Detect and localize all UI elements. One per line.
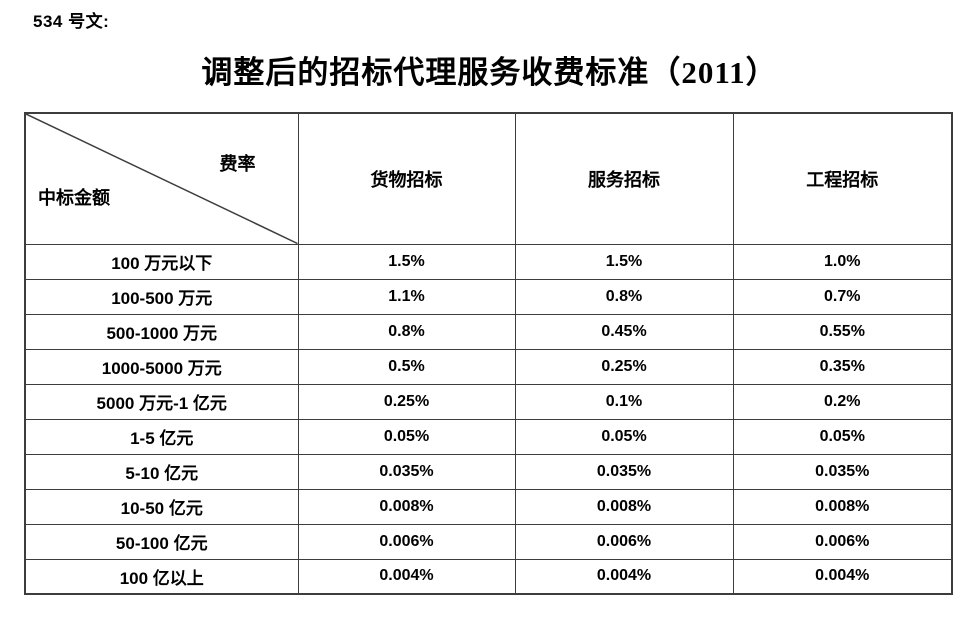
rate-value: 0.004% <box>732 558 953 595</box>
row-label: 1-5 亿元 <box>24 418 299 455</box>
table-row: 500-1000 万元 0.8% 0.45% 0.55% <box>24 313 953 350</box>
row-label: 500-1000 万元 <box>24 313 299 350</box>
corner-amount-label: 中标金额 <box>38 187 110 208</box>
rate-value: 0.35% <box>732 348 953 385</box>
rate-value: 0.45% <box>514 313 734 350</box>
rate-value: 0.004% <box>514 558 734 595</box>
table-row: 100 亿以上 0.004% 0.004% 0.004% <box>24 558 953 595</box>
fee-table-header: 费率 中标金额 货物招标 服务招标 工程招标 <box>24 112 953 245</box>
row-label: 100 亿以上 <box>24 558 299 595</box>
rate-value: 1.1% <box>297 278 516 315</box>
diagonal-divider-line <box>26 114 298 244</box>
rate-value: 0.035% <box>732 453 953 490</box>
rate-value: 0.006% <box>297 523 516 560</box>
table-row: 100-500 万元 1.1% 0.8% 0.7% <box>24 278 953 315</box>
rate-value: 0.006% <box>732 523 953 560</box>
row-label: 5000 万元-1 亿元 <box>24 383 299 420</box>
row-label: 100-500 万元 <box>24 278 299 315</box>
rate-value: 0.8% <box>297 313 516 350</box>
row-label: 100 万元以下 <box>24 243 299 280</box>
rate-value: 0.55% <box>732 313 953 350</box>
table-row: 50-100 亿元 0.006% 0.006% 0.006% <box>24 523 953 560</box>
rate-value: 0.25% <box>297 383 516 420</box>
rate-value: 0.8% <box>514 278 734 315</box>
rate-value: 0.25% <box>514 348 734 385</box>
column-header-engineering: 工程招标 <box>732 112 953 245</box>
rate-value: 0.008% <box>514 488 734 525</box>
rate-value: 0.5% <box>297 348 516 385</box>
corner-rate-label: 费率 <box>219 154 256 174</box>
rate-value: 0.05% <box>514 418 734 455</box>
row-label: 50-100 亿元 <box>24 523 299 560</box>
rate-value: 0.008% <box>732 488 953 525</box>
header-corner-cell: 费率 中标金额 <box>24 112 299 245</box>
rate-value: 1.5% <box>514 243 734 280</box>
rate-value: 0.008% <box>297 488 516 525</box>
rate-value: 0.2% <box>732 383 953 420</box>
fee-table-container: 费率 中标金额 货物招标 服务招标 工程招标 100 万元以下 1.5% 1.5% 1… <box>24 112 953 595</box>
rate-value: 0.1% <box>514 383 734 420</box>
table-row: 100 万元以下 1.5% 1.5% 1.0% <box>24 243 953 280</box>
row-label: 1000-5000 万元 <box>24 348 299 385</box>
rate-value: 0.004% <box>297 558 516 595</box>
table-row: 5-10 亿元 0.035% 0.035% 0.035% <box>24 453 953 490</box>
rate-value: 0.05% <box>732 418 953 455</box>
column-header-services: 服务招标 <box>514 112 734 245</box>
rate-value: 0.006% <box>514 523 734 560</box>
table-row: 1000-5000 万元 0.5% 0.25% 0.35% <box>24 348 953 385</box>
rate-value: 1.5% <box>297 243 516 280</box>
table-row: 1-5 亿元 0.05% 0.05% 0.05% <box>24 418 953 455</box>
table-row: 5000 万元-1 亿元 0.25% 0.1% 0.2% <box>24 383 953 420</box>
header-row: 费率 中标金额 货物招标 服务招标 工程招标 <box>24 112 953 245</box>
table-row: 10-50 亿元 0.008% 0.008% 0.008% <box>24 488 953 525</box>
rate-value: 1.0% <box>732 243 953 280</box>
page-title: 调整后的招标代理服务收费标准（2011） <box>201 55 778 90</box>
rate-value: 0.05% <box>297 418 516 455</box>
fee-table-body: 100 万元以下 1.5% 1.5% 1.0% 100-500 万元 1.1% 0.8% 0.… <box>24 243 953 595</box>
rate-value: 0.7% <box>732 278 953 315</box>
row-label: 5-10 亿元 <box>24 453 299 490</box>
column-header-goods: 货物招标 <box>297 112 516 245</box>
row-label: 10-50 亿元 <box>24 488 299 525</box>
rate-value: 0.035% <box>514 453 734 490</box>
fee-table: 费率 中标金额 货物招标 服务招标 工程招标 100 万元以下 1.5% 1.5% 1… <box>24 112 953 595</box>
doc-number-label: 534 号文: <box>33 12 110 31</box>
rate-value: 0.035% <box>297 453 516 490</box>
